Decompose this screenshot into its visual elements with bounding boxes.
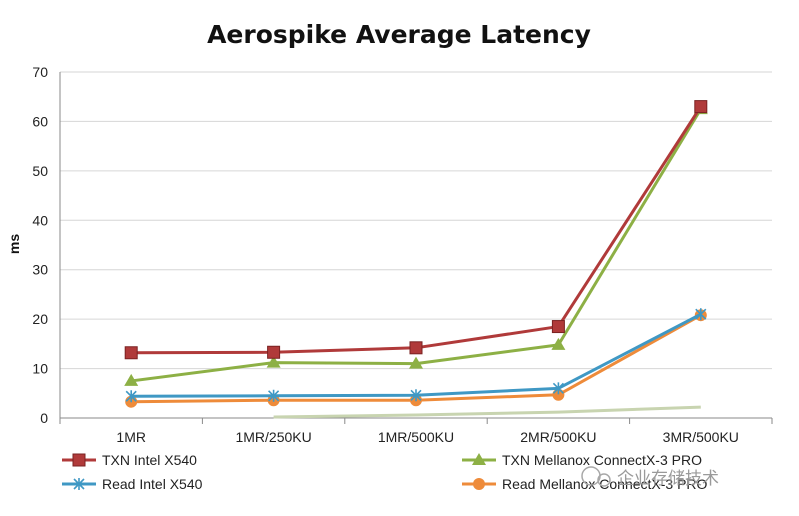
data-point-2-2 <box>410 389 422 402</box>
watermark-text: 企业存储技术 <box>617 469 719 489</box>
data-point-2-4 <box>695 308 707 321</box>
data-point-1-2 <box>409 356 423 369</box>
legend-marker <box>472 453 486 465</box>
legend-label: TXN Intel X540 <box>102 452 197 468</box>
data-point-1-0 <box>124 373 139 386</box>
chart-title: Aerospike Average Latency <box>207 20 591 49</box>
legend-marker <box>73 478 85 490</box>
data-point-2-1 <box>268 389 280 402</box>
data-point-0-0 <box>124 346 138 360</box>
x-tick-label: 1MR/500KU <box>378 429 454 445</box>
x-tick-label: 3MR/500KU <box>663 429 739 445</box>
faint-series-line <box>273 405 701 419</box>
legend: TXN Intel X540 TXN Mellanox ConnectX-3 PR… <box>62 452 708 492</box>
data-point-2-0 <box>125 390 137 403</box>
legend-marker <box>473 478 485 490</box>
y-tick-label: 0 <box>40 410 48 426</box>
x-tick-label: 2MR/500KU <box>520 429 596 445</box>
y-tick-label: 70 <box>32 64 48 80</box>
x-tick-label: 1MR/250KU <box>235 429 311 445</box>
y-tick-label: 50 <box>32 163 48 179</box>
x-tick-label: 1MR <box>116 429 146 445</box>
data-point-0-2 <box>409 341 423 355</box>
legend-label: TXN Mellanox ConnectX-3 PRO <box>502 452 702 468</box>
watermark: 企业存储技术 <box>581 466 719 489</box>
data-point-1-3 <box>551 337 566 350</box>
legend-label: Read Intel X540 <box>102 476 203 492</box>
y-tick-label: 20 <box>32 311 48 327</box>
legend-marker <box>72 453 86 467</box>
y-tick-label: 30 <box>32 262 48 278</box>
data-point-0-1 <box>267 345 281 359</box>
legend-label: Read Mellanox ConnectX-3 PRO <box>502 476 708 492</box>
data-point-0-4 <box>694 100 708 114</box>
data-point-2-3 <box>552 382 564 395</box>
plot-area: 0 10 20 30 40 50 60 70 1MR 1MR/250KU 1MR/500KU 2MR/… <box>32 64 773 445</box>
data-point-0-3 <box>551 320 565 334</box>
data-point-1-1 <box>266 355 281 368</box>
watermark-logo-icon-small <box>597 473 611 487</box>
y-axis-label: ms <box>6 234 22 254</box>
y-tick-label: 40 <box>32 212 48 228</box>
y-tick-label: 10 <box>32 361 48 377</box>
y-tick-label: 60 <box>32 113 48 129</box>
